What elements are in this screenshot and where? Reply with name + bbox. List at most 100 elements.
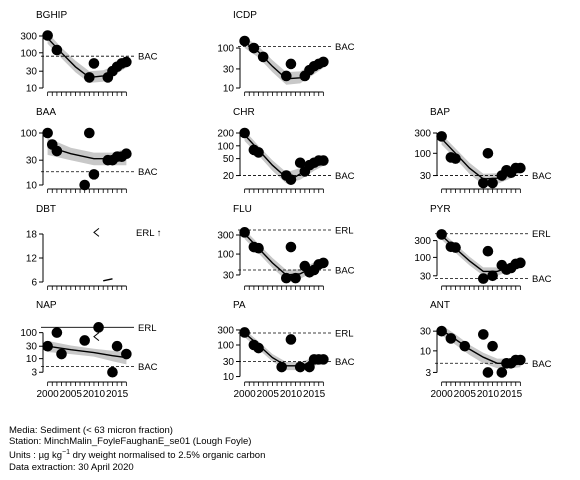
data-point [304, 361, 315, 373]
y-tick-label: 100 [20, 328, 37, 339]
data-point [450, 242, 461, 253]
data-point [436, 229, 447, 240]
data-point [121, 348, 132, 360]
x-tick-label: 2000 [37, 389, 60, 400]
data-point [253, 342, 264, 354]
panel-title: CHR [233, 107, 255, 118]
footer-units: Units : µg kg−1 dry weight normalised to… [9, 449, 266, 462]
x-tick-label: 2010 [280, 389, 303, 400]
data-point [285, 334, 297, 345]
ref-label-erl: ERL [335, 329, 353, 340]
y-tick-label: 30 [223, 357, 235, 368]
ref-label-erl: ERL [532, 229, 550, 240]
data-point [290, 272, 301, 284]
data-point [253, 242, 264, 254]
y-tick-label: 30 [26, 67, 38, 78]
ref-label-bac: BAC [335, 171, 355, 182]
panel-icdp: ICDP BAC 10 30 100 [217, 10, 355, 96]
ref-label-erl: ERL [335, 226, 353, 237]
x-tick-label: 2000 [431, 389, 454, 400]
y-tick-label: 300 [414, 236, 431, 247]
y-tick-label: 10 [26, 354, 38, 365]
ref-label-bac: BAC [138, 362, 158, 373]
data-point [79, 335, 90, 346]
x-tick-label: 2005 [454, 389, 477, 400]
data-point [482, 367, 494, 378]
data-point [285, 241, 297, 253]
panel-baa: BAA BAC 10 30 100 [20, 107, 158, 193]
trend-line [103, 278, 113, 282]
data-point [107, 366, 118, 378]
data-point [276, 361, 287, 373]
y-tick-label: 30 [223, 64, 235, 75]
y-tick-label: 10 [420, 346, 432, 357]
data-point [515, 162, 526, 174]
data-point [42, 340, 53, 352]
y-tick-label: 100 [217, 141, 234, 152]
data-point [248, 42, 260, 54]
data-point [515, 257, 526, 269]
figure-footer: Media: Sediment (< 63 micron fraction) S… [9, 425, 265, 473]
y-tick-label: 18 [26, 230, 38, 241]
confidence-band [441, 231, 521, 276]
trend-line [47, 345, 127, 359]
data-point [318, 56, 329, 68]
data-point [285, 58, 297, 70]
ref-label-bac: BAC [335, 42, 355, 53]
panel-title: FLU [233, 204, 252, 215]
x-tick-label: 2005 [60, 389, 83, 400]
footer-media: Media: Sediment (< 63 micron fraction) [9, 425, 173, 436]
y-tick-label: 100 [20, 129, 37, 140]
data-point [482, 148, 494, 159]
data-point [294, 157, 306, 169]
panel-title: PA [233, 300, 246, 311]
data-point [121, 148, 132, 159]
data-point [253, 147, 264, 158]
ref-label-bac: BAC [335, 357, 355, 368]
y-tick-label: 300 [414, 129, 431, 140]
data-point [487, 270, 498, 282]
y-tick-label: 6 [31, 278, 37, 289]
data-point [281, 272, 292, 284]
y-tick-label: 10 [223, 372, 235, 383]
y-tick-label: 200 [217, 129, 234, 140]
panel-title: ICDP [233, 10, 257, 21]
y-tick-label: 30 [420, 271, 432, 282]
panel-bap: BAP BAC 30 100 300 [414, 107, 552, 193]
ref-label-bac: BAC [138, 52, 158, 63]
panel-title: BAP [430, 107, 450, 118]
ref-label-bac: BAC [335, 265, 355, 276]
y-tick-label: 100 [217, 250, 234, 261]
x-tick-label: 2010 [83, 389, 106, 400]
data-point [84, 72, 95, 83]
panel-pa: PA ERL BAC 10 30 100 300 2000 2005 2010 2015 [217, 300, 354, 400]
y-tick-label: 10 [223, 84, 235, 95]
data-point [111, 340, 123, 352]
change-arrow-icon [93, 228, 100, 237]
data-point [487, 340, 498, 352]
y-tick-label: 30 [26, 156, 38, 167]
data-point [79, 179, 90, 191]
ref-label-bac: BAC [138, 167, 158, 178]
y-tick-label: 30 [223, 270, 235, 281]
data-point [478, 329, 489, 340]
y-tick-label: 10 [26, 84, 38, 95]
y-tick-label: 30 [26, 342, 38, 353]
ref-label-bac: BAC [532, 274, 552, 285]
panel-title: BGHIP [36, 10, 67, 21]
y-tick-label: 100 [217, 44, 234, 55]
data-point [445, 333, 457, 344]
y-tick-label: 100 [414, 253, 431, 264]
data-point [436, 325, 447, 337]
x-tick-label: 2010 [477, 389, 500, 400]
ref-label-bac: BAC [532, 359, 552, 370]
data-point [318, 354, 329, 365]
x-tick-label: 2015 [303, 389, 326, 400]
data-point [318, 155, 329, 166]
panel-pyr: PYR ERL BAC 30 100 300 [414, 204, 552, 290]
data-point [42, 127, 53, 139]
footer-extraction: Data extraction: 30 April 2020 [9, 461, 134, 473]
ref-label-erl: ERL [138, 323, 156, 334]
panel-bghip: BGHIP BAC 10 30 100 300 [20, 10, 158, 96]
